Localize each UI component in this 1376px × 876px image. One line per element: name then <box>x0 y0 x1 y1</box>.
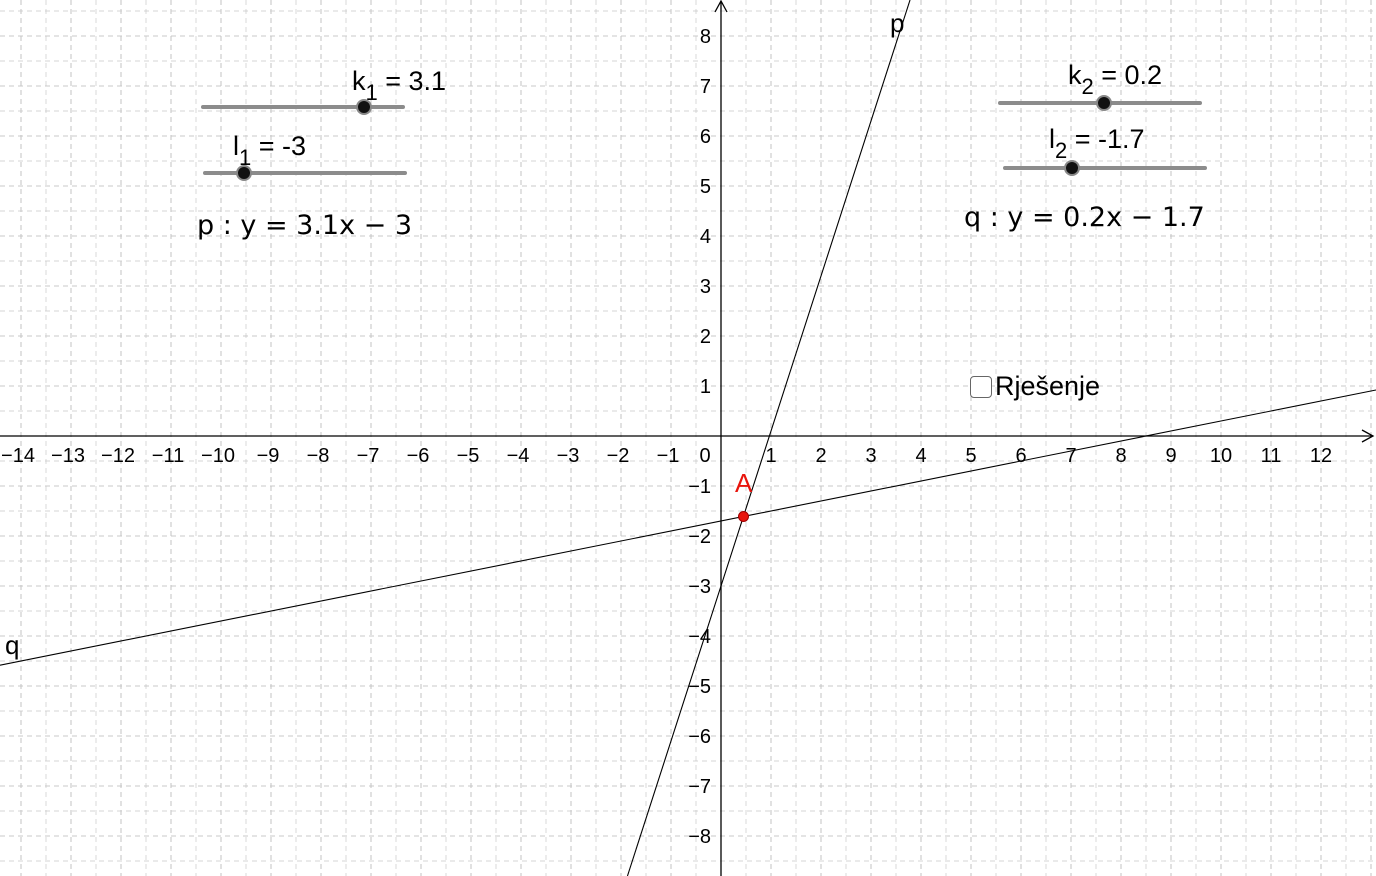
x-tick-label: 10 <box>1210 445 1232 467</box>
slider-k2-knob[interactable] <box>1096 95 1112 111</box>
x-tick-label: 11 <box>1261 445 1282 467</box>
point-a-label: A <box>735 468 753 498</box>
x-tick-label: −4 <box>507 445 530 467</box>
line-p-label: p <box>890 8 905 38</box>
y-tick-label: −4 <box>688 626 711 648</box>
slider-k1-index: 1 <box>365 80 378 105</box>
x-tick-label: −14 <box>1 445 35 467</box>
checkbox-label[interactable]: Rješenje <box>995 371 1101 401</box>
slider-k2-label: k2 = 0.2 <box>1068 60 1163 98</box>
x-tick-label: 8 <box>1115 445 1126 467</box>
y-tick-label: 7 <box>700 76 711 98</box>
x-tick-label: −12 <box>101 445 135 467</box>
y-tick-label: −6 <box>688 726 711 748</box>
rjesenje-checkbox[interactable]: Rješenje <box>970 371 1100 402</box>
x-tick-label: 3 <box>865 445 876 467</box>
slider-l1-symbol: l <box>233 131 239 161</box>
y-tick-label: −3 <box>688 576 711 598</box>
y-tick-label: 2 <box>700 326 711 348</box>
line-q-label: q <box>5 630 20 660</box>
equation-q: q : y = 0.2x − 1.7 <box>964 202 1205 233</box>
x-tick-label: 7 <box>1065 445 1076 467</box>
y-tick-label: 4 <box>700 226 711 248</box>
slider-l1-index: 1 <box>239 145 252 170</box>
equation-p: p : y = 3.1x − 3 <box>197 210 413 241</box>
x-tick-label: 0 <box>699 445 710 467</box>
x-tick-label: −11 <box>152 445 184 467</box>
slider-k2-value: = 0.2 <box>1101 60 1163 90</box>
y-tick-label: 3 <box>700 276 711 298</box>
y-tick-label: −5 <box>688 676 711 698</box>
y-axis-arrow <box>714 0 728 13</box>
slider-l2-knob[interactable] <box>1064 160 1080 176</box>
x-tick-label: −8 <box>307 445 330 467</box>
slider-k1-track[interactable] <box>201 105 405 109</box>
slider-l2-track[interactable] <box>1003 166 1207 170</box>
x-tick-label: 6 <box>1015 445 1026 467</box>
y-tick-label: −7 <box>688 776 711 798</box>
x-tick-label: 12 <box>1310 445 1332 467</box>
x-tick-labels: −14 −13 −12 −11 −10 −9 −8 −7 −6 −5 −4 −3 −2 −1 0 1 2 3 4 5 6… <box>1 445 1332 467</box>
line-p[interactable] <box>626 0 911 876</box>
x-axis-arrow <box>1361 429 1375 443</box>
slider-k1-label: k1 = 3.1 <box>352 66 447 104</box>
line-q[interactable] <box>0 389 1376 666</box>
x-tick-label: 9 <box>1165 445 1176 467</box>
slider-l1-track[interactable] <box>203 171 407 175</box>
x-tick-label: −10 <box>201 445 235 467</box>
x-tick-label: −1 <box>657 445 680 467</box>
slider-k1-value: = 3.1 <box>385 66 447 96</box>
y-tick-label: 6 <box>700 126 711 148</box>
x-tick-label: −9 <box>257 445 280 467</box>
slider-k1-knob[interactable] <box>356 99 372 115</box>
checkbox-box[interactable] <box>970 375 992 398</box>
x-tick-label: 4 <box>915 445 926 467</box>
x-tick-label: −5 <box>457 445 480 467</box>
x-tick-label: −3 <box>557 445 580 467</box>
slider-l2-label: l2 = -1.7 <box>1049 124 1145 162</box>
y-tick-labels: 8 7 6 5 4 3 2 1 −1 −2 −3 −4 −5 −6 −7 −8 <box>688 26 711 848</box>
slider-l1-label: l1 = -3 <box>233 131 307 169</box>
slider-l1-value: = -3 <box>258 131 307 161</box>
x-tick-label: −6 <box>407 445 430 467</box>
x-tick-label: 5 <box>965 445 976 467</box>
y-tick-label: 8 <box>700 26 711 48</box>
slider-l2-symbol: l <box>1049 124 1055 154</box>
y-tick-label: 1 <box>700 376 711 398</box>
x-tick-label: −13 <box>51 445 85 467</box>
x-tick-label: −7 <box>357 445 380 467</box>
slider-k2-index: 2 <box>1081 74 1094 99</box>
slider-l2-value: = -1.7 <box>1074 124 1145 154</box>
y-tick-label: 5 <box>700 176 711 198</box>
point-a[interactable] <box>738 511 749 522</box>
slider-k2-symbol: k <box>1068 60 1082 90</box>
slider-k1-symbol: k <box>352 66 366 96</box>
y-tick-label: −8 <box>688 826 711 848</box>
slider-l1-knob[interactable] <box>236 165 252 181</box>
x-tick-label: −2 <box>607 445 630 467</box>
y-tick-label: −2 <box>688 526 711 548</box>
x-tick-label: 2 <box>815 445 826 467</box>
x-tick-label: 1 <box>765 445 776 467</box>
slider-l2-index: 2 <box>1055 138 1068 163</box>
y-tick-label: −1 <box>688 476 711 498</box>
